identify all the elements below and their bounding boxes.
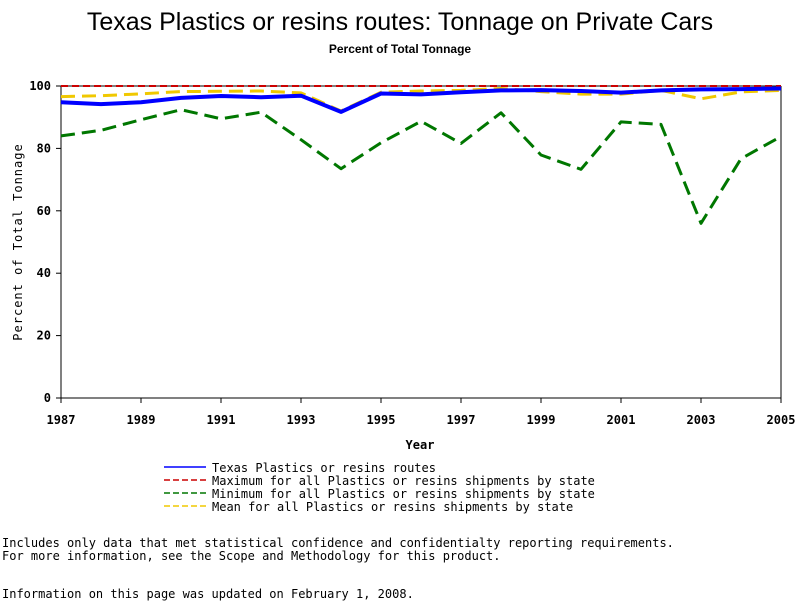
series-line (60, 108, 782, 225)
legend-label: Texas Plastics or resins routes (212, 461, 436, 475)
note-updated: Information on this page was updated on … (2, 587, 414, 601)
series-line (60, 87, 782, 113)
x-tick-label: 1987 (47, 413, 76, 427)
x-tick-label: 2001 (607, 413, 636, 427)
x-tick-label: 1997 (447, 413, 476, 427)
series-line (60, 86, 782, 114)
y-tick-label: 0 (44, 391, 51, 405)
x-tick-label: 2005 (767, 413, 796, 427)
y-tick-label: 60 (37, 204, 51, 218)
x-tick-label: 1989 (127, 413, 156, 427)
y-tick-label: 20 (37, 329, 51, 343)
note-methodology: For more information, see the Scope and … (2, 549, 501, 563)
y-tick-label: 80 (37, 141, 51, 155)
y-axis-label: Percent of Total Tonnage (11, 143, 25, 340)
y-tick-label: 100 (29, 79, 51, 93)
chart-subtitle: Percent of Total Tonnage (329, 42, 472, 56)
series-lines (60, 85, 782, 225)
y-tick-label: 40 (37, 266, 51, 280)
x-tick-label: 1991 (207, 413, 236, 427)
x-tick-label: 2003 (687, 413, 716, 427)
x-tick-label: 1999 (527, 413, 556, 427)
plot-frame (61, 85, 782, 398)
x-axis-label: Year (406, 438, 435, 452)
chart-title: Texas Plastics or resins routes: Tonnage… (87, 8, 713, 36)
legend-label: Minimum for all Plastics or resins shipm… (212, 487, 595, 501)
note-confidence: Includes only data that met statistical … (2, 536, 674, 550)
x-tick-label: 1993 (287, 413, 316, 427)
legend-label: Maximum for all Plastics or resins shipm… (212, 474, 595, 488)
x-axis: 1987 1989 1991 1993 1995 1997 1999 2001 2003 2005 (47, 397, 796, 427)
legend-label: Mean for all Plastics or resins shipment… (212, 500, 573, 514)
x-tick-label: 1995 (367, 413, 396, 427)
y-axis: 0 20 40 60 80 100 (29, 79, 62, 405)
